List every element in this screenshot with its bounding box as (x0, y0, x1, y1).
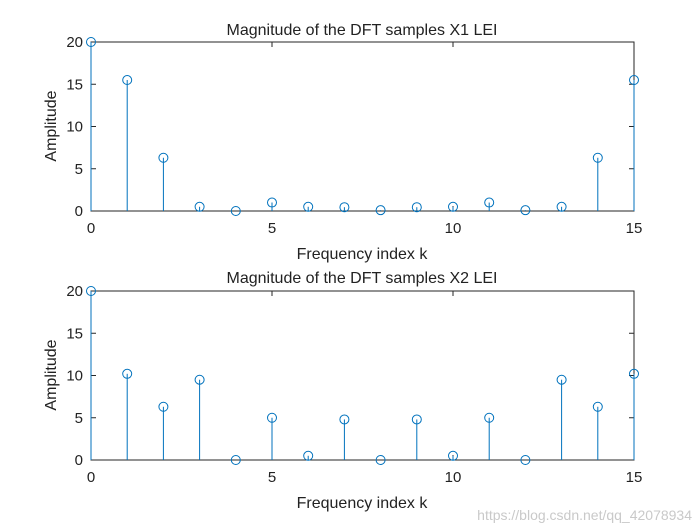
stem-marker (629, 368, 639, 379)
stem-marker (556, 374, 567, 385)
y-tick-label: 10 (66, 368, 83, 385)
x-tick-label: 0 (87, 220, 95, 237)
x-tick-label: 5 (268, 469, 276, 486)
stem-marker (411, 202, 422, 213)
stem-marker (448, 450, 458, 461)
chart-panel-x1: Magnitude of the DFT samples X1 LEI 0 5 10… (43, 22, 642, 263)
stem-marker (592, 401, 603, 412)
x-tick-label: 10 (445, 469, 462, 486)
chart-panel-x2: Magnitude of the DFT samples X2 LEI 0 5 10… (43, 270, 642, 512)
stem-marker (556, 201, 567, 212)
stem-marker (303, 450, 314, 461)
stem-marker (267, 197, 277, 208)
x-tick-label: 0 (87, 469, 95, 486)
y-tick-label: 15 (66, 76, 83, 93)
y-tick-label: 20 (66, 283, 83, 300)
stem-marker (375, 455, 386, 465)
x-axis-label: Frequency index k (297, 246, 429, 263)
stem-marker (122, 368, 133, 379)
stem-marker (339, 414, 350, 425)
axis-ticks: 0 5 10 15 0 5 10 15 20 (66, 283, 642, 486)
chart-title: Magnitude of the DFT samples X1 LEI (227, 22, 498, 39)
x-tick-label: 15 (626, 469, 643, 486)
stem-series (86, 37, 639, 216)
axis-ticks: 0 5 10 15 0 5 10 15 20 (66, 34, 642, 237)
y-tick-label: 0 (75, 203, 83, 220)
y-axis-label: Amplitude (43, 90, 60, 161)
y-tick-label: 5 (75, 410, 83, 427)
watermark: https://blog.csdn.net/qq_42078934 (477, 507, 692, 523)
y-axis-label: Amplitude (43, 339, 60, 410)
x-tick-label: 15 (626, 220, 643, 237)
stem-marker (629, 75, 639, 86)
y-tick-label: 15 (66, 325, 83, 342)
stem-marker (448, 201, 458, 212)
stem-marker (122, 75, 133, 86)
stem-marker (267, 412, 277, 423)
x-axis-label: Frequency index k (297, 495, 429, 512)
stem-series (86, 286, 639, 465)
stem-marker (230, 455, 241, 465)
y-tick-label: 10 (66, 119, 83, 136)
stem-marker (592, 152, 603, 163)
stem-marker (484, 197, 495, 208)
y-tick-label: 20 (66, 34, 83, 51)
stem-marker (520, 455, 531, 465)
stem-marker (339, 202, 350, 213)
stem-marker (230, 206, 241, 216)
x-tick-label: 10 (445, 220, 462, 237)
stem-marker (411, 414, 422, 425)
stem-marker (303, 201, 314, 212)
stem-marker (158, 401, 169, 412)
stem-marker (158, 152, 169, 163)
x-tick-label: 5 (268, 220, 276, 237)
stem-marker (86, 286, 96, 296)
stem-marker (194, 374, 205, 385)
stem-marker (375, 205, 386, 216)
chart-title: Magnitude of the DFT samples X2 LEI (227, 270, 498, 287)
stem-marker (520, 205, 531, 216)
stem-marker (86, 37, 96, 47)
plot-area (90, 290, 635, 461)
y-tick-label: 0 (75, 452, 83, 469)
plot-area (90, 41, 635, 212)
y-tick-label: 5 (75, 161, 83, 178)
stem-marker (194, 201, 205, 212)
stem-marker (484, 412, 495, 423)
